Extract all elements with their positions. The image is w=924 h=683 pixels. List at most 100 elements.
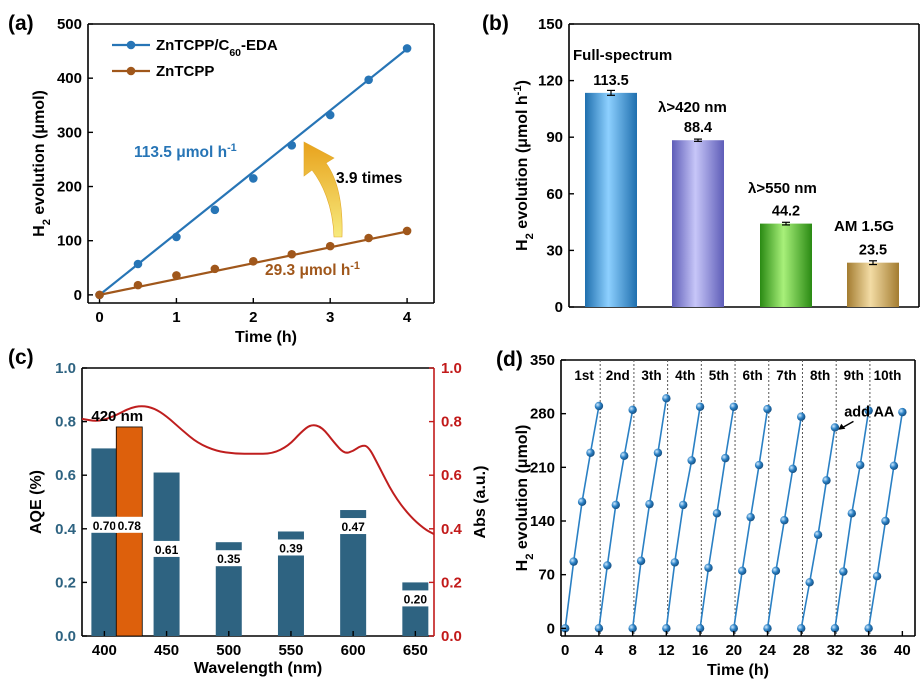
data-point <box>729 402 738 411</box>
bar-value-box <box>339 518 368 535</box>
bar-value-label: 113.5 <box>593 73 629 89</box>
data-point <box>645 499 654 509</box>
panel-a-letter: (a) <box>8 12 34 35</box>
x-axis-title: Wavelength (nm) <box>194 660 322 677</box>
data-point <box>687 456 696 465</box>
bar-value-label: 0.47 <box>341 520 365 534</box>
aqe-bar <box>91 448 118 636</box>
y-tick-label: 500 <box>57 16 82 33</box>
data-point <box>364 75 373 85</box>
bar-value-box <box>115 516 144 533</box>
x-tick-label: 500 <box>216 642 241 659</box>
data-point <box>822 476 831 485</box>
cycle-label: 10th <box>874 368 902 383</box>
data-point <box>172 271 181 280</box>
y-tick-label: 100 <box>57 233 82 250</box>
data-point <box>249 174 258 183</box>
data-point <box>695 624 705 633</box>
data-point <box>210 205 220 215</box>
data-point <box>569 557 578 566</box>
y-axis-title: H2 evolution (μmol) <box>514 425 536 572</box>
y-tick-label: 70 <box>538 567 555 584</box>
data-point <box>881 516 890 526</box>
cycle-label: 3th <box>641 368 661 383</box>
cycle-label: 6th <box>743 368 763 383</box>
x-tick-label: 16 <box>692 642 709 659</box>
cycle-label: 8th <box>810 368 830 383</box>
y-tick-label: 0 <box>74 287 82 304</box>
cycle-label: 5th <box>709 368 729 383</box>
data-point <box>670 558 679 567</box>
x-tick-label: 32 <box>827 642 844 659</box>
bar-value-label: 0.78 <box>118 519 142 533</box>
y-tick-label: 350 <box>530 352 555 369</box>
y-tick-label: 0.2 <box>55 574 76 591</box>
add-aa-arrowhead <box>838 423 846 430</box>
x-tick-label: 1 <box>172 309 180 326</box>
panel-c-chart: 0.70 0.78 0.61 0.35 0.39 0.47 0.20 420 nm 400 450… <box>28 360 489 677</box>
data-point <box>704 563 713 572</box>
data-point <box>721 453 730 463</box>
data-point <box>830 423 840 432</box>
data-point <box>594 624 604 633</box>
data-point <box>325 241 335 251</box>
rate-annotation: 29.3 μmol h-1 <box>265 260 360 279</box>
bar-value-label: 0.35 <box>217 552 241 566</box>
cycle-line <box>564 405 600 629</box>
cycle-label: 1st <box>574 368 594 383</box>
y-tick-label: 0.6 <box>55 467 76 484</box>
data-point <box>805 578 814 587</box>
x-tick-label: 40 <box>894 642 911 659</box>
cycle-label: 2nd <box>606 368 630 383</box>
fold-increase-arrow <box>303 141 343 238</box>
data-point <box>210 264 220 274</box>
y-tick-label: 150 <box>538 16 563 33</box>
x-tick-label: 20 <box>725 642 742 659</box>
data-point <box>898 407 907 417</box>
fit-line <box>98 48 408 296</box>
data-point <box>797 624 806 633</box>
data-point <box>712 509 722 518</box>
data-point <box>133 259 143 269</box>
y-tick-label: 400 <box>57 70 82 87</box>
bar-value-label: 23.5 <box>859 243 887 259</box>
bar-value-label: 44.2 <box>772 204 800 220</box>
bar-value-box <box>152 540 181 557</box>
bar <box>585 92 637 307</box>
y2-tick-label: 0.4 <box>441 521 463 538</box>
data-point <box>662 394 671 403</box>
data-point <box>402 226 412 236</box>
bar-value-label: 0.70 <box>93 519 117 533</box>
data-point <box>577 497 587 507</box>
x-tick-label: 36 <box>860 642 877 659</box>
data-point <box>172 232 181 242</box>
data-point <box>611 500 620 510</box>
legend-label: ZnTCPP <box>156 63 214 80</box>
x-tick-label: 600 <box>341 642 366 659</box>
bar-value-label: 0.61 <box>155 543 179 557</box>
data-point <box>679 500 688 510</box>
data-point <box>872 572 882 581</box>
bar-value-box <box>214 550 243 567</box>
data-point <box>780 516 789 525</box>
y-tick-label: 0.0 <box>55 628 76 645</box>
data-point <box>628 624 637 633</box>
y-tick-label: 120 <box>538 73 563 90</box>
legend-marker <box>126 66 136 76</box>
y2-tick-label: 0.2 <box>441 574 462 591</box>
x-tick-label: 28 <box>793 642 810 659</box>
data-point <box>847 509 856 518</box>
data-point <box>325 110 335 120</box>
x-tick-label: 24 <box>759 642 776 659</box>
y-tick-label: 210 <box>530 459 555 476</box>
data-point <box>287 141 297 150</box>
fold-increase-label: 3.9 times <box>336 170 402 187</box>
bar-category-label: AM 1.5G <box>834 218 894 235</box>
data-point <box>763 624 772 633</box>
data-point <box>287 249 297 259</box>
y-tick-label: 0.4 <box>55 521 77 538</box>
x-tick-label: 0 <box>561 642 569 659</box>
x-tick-label: 8 <box>628 642 636 659</box>
data-point <box>746 512 755 522</box>
legend-marker <box>126 40 136 50</box>
